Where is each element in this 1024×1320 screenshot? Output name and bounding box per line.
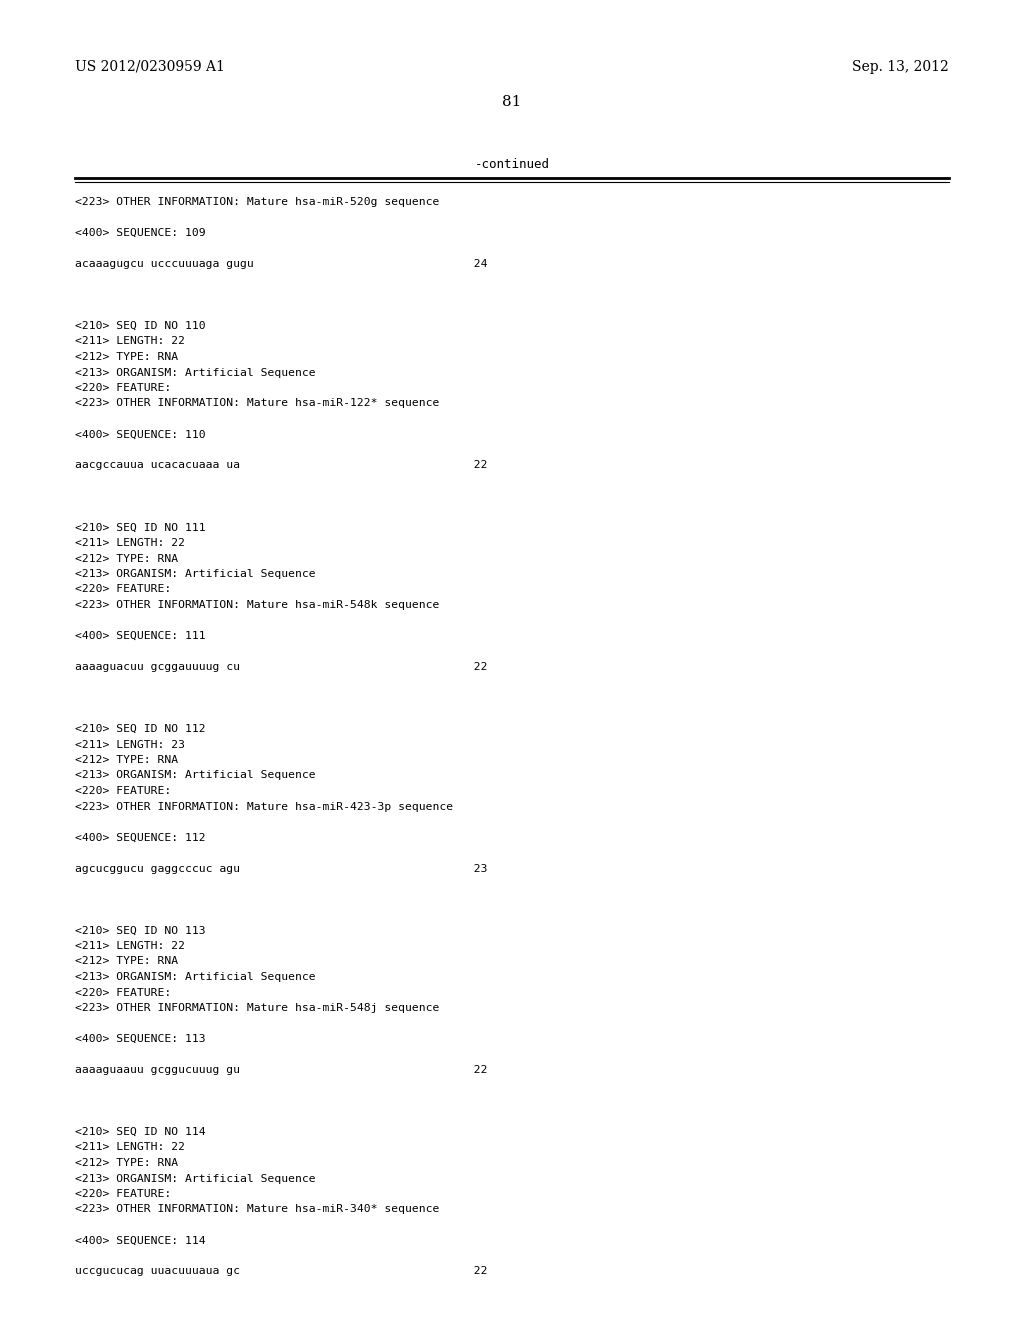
Text: <223> OTHER INFORMATION: Mature hsa-miR-340* sequence: <223> OTHER INFORMATION: Mature hsa-miR-… [75,1204,439,1214]
Text: <400> SEQUENCE: 113: <400> SEQUENCE: 113 [75,1034,206,1044]
Text: <213> ORGANISM: Artificial Sequence: <213> ORGANISM: Artificial Sequence [75,771,315,780]
Text: <213> ORGANISM: Artificial Sequence: <213> ORGANISM: Artificial Sequence [75,1173,315,1184]
Text: <213> ORGANISM: Artificial Sequence: <213> ORGANISM: Artificial Sequence [75,972,315,982]
Text: <400> SEQUENCE: 109: <400> SEQUENCE: 109 [75,228,206,238]
Text: <212> TYPE: RNA: <212> TYPE: RNA [75,755,178,766]
Text: <212> TYPE: RNA: <212> TYPE: RNA [75,553,178,564]
Text: acaaagugcu ucccuuuaga gugu                                24: acaaagugcu ucccuuuaga gugu 24 [75,259,487,269]
Text: <211> LENGTH: 22: <211> LENGTH: 22 [75,941,185,950]
Text: <220> FEATURE:: <220> FEATURE: [75,1189,171,1199]
Text: aaaaguacuu gcggauuuug cu                                  22: aaaaguacuu gcggauuuug cu 22 [75,663,487,672]
Text: <223> OTHER INFORMATION: Mature hsa-miR-548j sequence: <223> OTHER INFORMATION: Mature hsa-miR-… [75,1003,439,1012]
Text: <211> LENGTH: 22: <211> LENGTH: 22 [75,337,185,346]
Text: <212> TYPE: RNA: <212> TYPE: RNA [75,352,178,362]
Text: <213> ORGANISM: Artificial Sequence: <213> ORGANISM: Artificial Sequence [75,367,315,378]
Text: <211> LENGTH: 22: <211> LENGTH: 22 [75,1143,185,1152]
Text: <220> FEATURE:: <220> FEATURE: [75,383,171,393]
Text: <400> SEQUENCE: 111: <400> SEQUENCE: 111 [75,631,206,642]
Text: <210> SEQ ID NO 114: <210> SEQ ID NO 114 [75,1127,206,1137]
Text: -continued: -continued [474,158,550,172]
Text: <210> SEQ ID NO 112: <210> SEQ ID NO 112 [75,723,206,734]
Text: <210> SEQ ID NO 111: <210> SEQ ID NO 111 [75,523,206,532]
Text: <212> TYPE: RNA: <212> TYPE: RNA [75,1158,178,1168]
Text: <223> OTHER INFORMATION: Mature hsa-miR-548k sequence: <223> OTHER INFORMATION: Mature hsa-miR-… [75,601,439,610]
Text: <220> FEATURE:: <220> FEATURE: [75,987,171,998]
Text: <212> TYPE: RNA: <212> TYPE: RNA [75,957,178,966]
Text: US 2012/0230959 A1: US 2012/0230959 A1 [75,59,225,74]
Text: <210> SEQ ID NO 110: <210> SEQ ID NO 110 [75,321,206,331]
Text: <400> SEQUENCE: 114: <400> SEQUENCE: 114 [75,1236,206,1246]
Text: aacgccauua ucacacuaaa ua                                  22: aacgccauua ucacacuaaa ua 22 [75,461,487,470]
Text: <223> OTHER INFORMATION: Mature hsa-miR-423-3p sequence: <223> OTHER INFORMATION: Mature hsa-miR-… [75,801,454,812]
Text: uccgucucag uuacuuuaua gc                                  22: uccgucucag uuacuuuaua gc 22 [75,1266,487,1276]
Text: 81: 81 [503,95,521,110]
Text: <211> LENGTH: 22: <211> LENGTH: 22 [75,539,185,548]
Text: aaaaguaauu gcggucuuug gu                                  22: aaaaguaauu gcggucuuug gu 22 [75,1065,487,1074]
Text: <220> FEATURE:: <220> FEATURE: [75,785,171,796]
Text: <223> OTHER INFORMATION: Mature hsa-miR-122* sequence: <223> OTHER INFORMATION: Mature hsa-miR-… [75,399,439,408]
Text: <400> SEQUENCE: 112: <400> SEQUENCE: 112 [75,833,206,842]
Text: <400> SEQUENCE: 110: <400> SEQUENCE: 110 [75,429,206,440]
Text: <213> ORGANISM: Artificial Sequence: <213> ORGANISM: Artificial Sequence [75,569,315,579]
Text: <220> FEATURE:: <220> FEATURE: [75,585,171,594]
Text: agcucggucu gaggcccuc agu                                  23: agcucggucu gaggcccuc agu 23 [75,863,487,874]
Text: <223> OTHER INFORMATION: Mature hsa-miR-520g sequence: <223> OTHER INFORMATION: Mature hsa-miR-… [75,197,439,207]
Text: <210> SEQ ID NO 113: <210> SEQ ID NO 113 [75,925,206,936]
Text: Sep. 13, 2012: Sep. 13, 2012 [852,59,949,74]
Text: <211> LENGTH: 23: <211> LENGTH: 23 [75,739,185,750]
